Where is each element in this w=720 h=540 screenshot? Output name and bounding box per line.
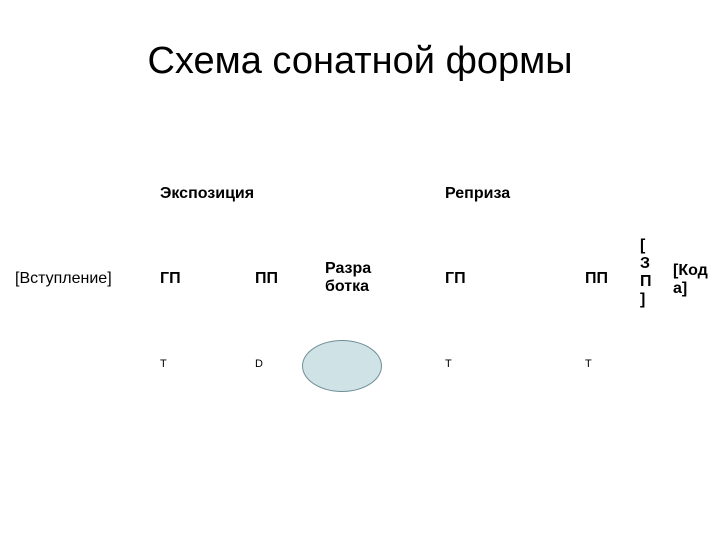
label-zp: [ З П ] — [640, 237, 652, 309]
label-t3: T — [585, 358, 592, 370]
slide: Схема сонатной формы Экспозиция Реприза … — [0, 0, 720, 540]
ellipse-shape — [302, 340, 382, 392]
label-exposition: Экспозиция — [160, 185, 254, 203]
label-coda: [Код а] — [673, 262, 708, 298]
slide-title: Схема сонатной формы — [0, 40, 720, 83]
label-t2: T — [445, 358, 452, 370]
label-gp1: ГП — [160, 270, 181, 288]
label-d1: D — [255, 358, 263, 370]
label-pp2: ПП — [585, 270, 608, 288]
label-intro: [Вступление] — [15, 270, 112, 288]
label-pp1: ПП — [255, 270, 278, 288]
label-recap: Реприза — [445, 185, 510, 203]
label-development: Разра ботка — [325, 260, 371, 296]
label-gp2: ГП — [445, 270, 466, 288]
label-t1: T — [160, 358, 167, 370]
